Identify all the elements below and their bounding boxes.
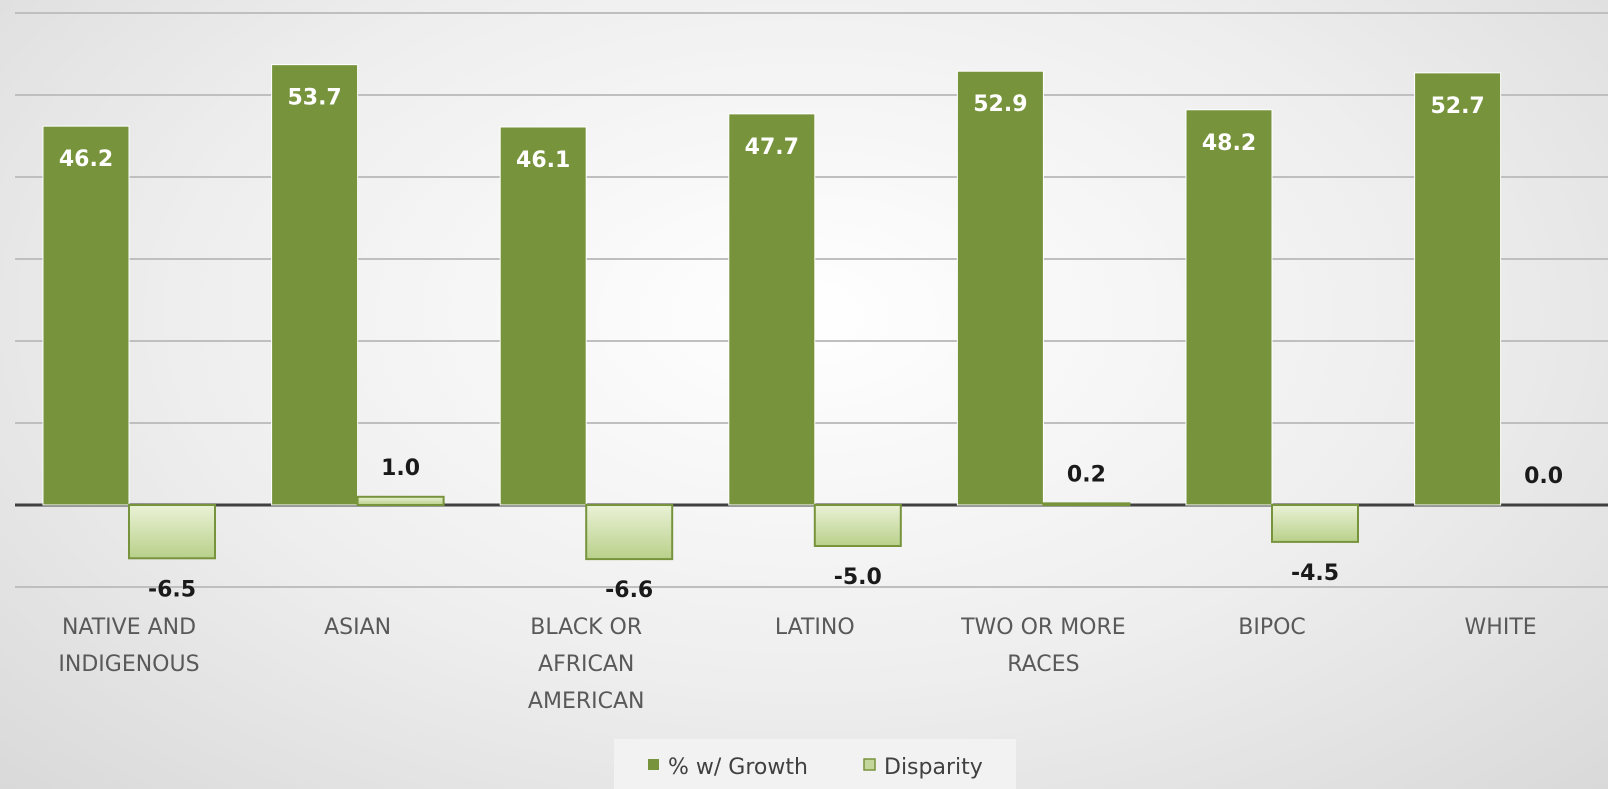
legend-swatch-disparity — [863, 758, 876, 771]
bar-growth — [956, 70, 1044, 506]
data-label-growth: 52.7 — [1430, 94, 1484, 119]
bar-disparity — [1042, 502, 1131, 506]
data-label-disparity: -5.0 — [834, 565, 882, 590]
data-label-disparity: -6.6 — [605, 578, 653, 603]
data-label-disparity: -6.5 — [148, 577, 196, 602]
category-label: ASIAN — [324, 615, 391, 640]
data-label-growth: 46.1 — [516, 148, 570, 173]
data-label-growth: 53.7 — [287, 86, 341, 111]
data-label-growth: 47.7 — [745, 135, 799, 160]
bar-growth — [499, 126, 587, 506]
category-label: LATINO — [775, 615, 855, 640]
category-label: BLACK OR AFRICAN AMERICAN — [528, 615, 645, 714]
category-label: NATIVE AND INDIGENOUS — [58, 615, 199, 677]
data-label-growth: 52.9 — [973, 92, 1027, 117]
data-label-growth: 46.2 — [59, 147, 113, 172]
bar-growth — [1414, 72, 1502, 506]
legend: % w/ Growth Disparity — [614, 739, 1016, 789]
bars — [42, 64, 1502, 561]
bar-growth — [42, 125, 130, 506]
category-axis-labels: NATIVE AND INDIGENOUS ASIAN BLACK OR AFRICAN… — [58, 615, 1536, 714]
legend-label-disparity: Disparity — [884, 755, 983, 780]
bar-disparity — [128, 504, 216, 560]
data-label-growth: 48.2 — [1202, 131, 1256, 156]
data-labels: 46.2 -6.5 53.7 1.0 46.1 -6.6 47.7 -5.0 52.9 0.2 48… — [59, 86, 1563, 603]
bar-disparity — [356, 495, 445, 506]
bar-disparity — [813, 504, 902, 547]
bar-disparity — [585, 504, 674, 561]
legend-swatch-growth — [648, 759, 659, 770]
data-label-disparity: 1.0 — [381, 456, 420, 481]
data-label-disparity: -4.5 — [1291, 561, 1339, 586]
bar-growth — [1185, 109, 1273, 506]
category-label: TWO OR MORE RACES — [960, 615, 1126, 677]
data-label-disparity: 0.0 — [1524, 464, 1563, 489]
category-label: BIPOC — [1238, 615, 1306, 640]
bar-disparity — [1271, 504, 1359, 543]
legend-label-growth: % w/ Growth — [668, 755, 808, 780]
bar-growth — [728, 113, 816, 506]
data-label-disparity: 0.2 — [1067, 462, 1106, 487]
bar-growth — [271, 64, 359, 506]
category-label: WHITE — [1465, 615, 1537, 640]
legend-box — [614, 739, 1016, 789]
